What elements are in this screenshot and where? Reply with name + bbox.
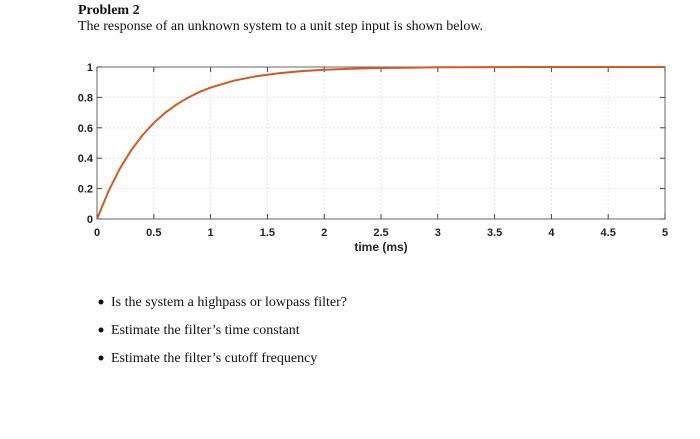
x-tick-label: 4.5 xyxy=(601,227,616,239)
y-tick-label: 0.6 xyxy=(78,123,93,135)
x-tick-label: 3 xyxy=(435,227,441,239)
problem-title: Problem 2 xyxy=(78,3,140,18)
x-tick-label: 2.5 xyxy=(373,227,388,239)
x-tick-label: 4 xyxy=(548,227,555,239)
x-tick-label: 0 xyxy=(94,227,100,239)
bullet-dot xyxy=(98,299,104,305)
data-line xyxy=(96,66,665,220)
x-tick-label: 5 xyxy=(662,227,668,239)
x-tick-label: 1 xyxy=(208,227,214,239)
x-axis-label: time (ms) xyxy=(354,240,407,254)
bullet-dot xyxy=(98,355,104,361)
y-tick-label: 0.2 xyxy=(78,184,93,196)
y-tick-label: 0.4 xyxy=(78,153,94,165)
y-tick-label: 1 xyxy=(87,62,93,74)
chart: 0 0.5 1 1.5 2 2.5 3 3.5 4 4.5 5 0 0.2 0.4 0.6 0.8 1 time … xyxy=(78,62,668,254)
bullet-text: Is the system a highpass or lowpass filt… xyxy=(111,295,347,310)
bullet-text: Estimate the filter’s time constant xyxy=(111,323,300,338)
problem-statement: The response of an unknown system to a u… xyxy=(78,19,483,34)
x-tick-label: 1.5 xyxy=(260,227,275,239)
x-tick-label: 0.5 xyxy=(146,227,161,239)
y-tick-label: 0 xyxy=(87,214,93,226)
x-tick-label: 3.5 xyxy=(487,227,502,239)
y-tick-label: 0.8 xyxy=(78,92,93,104)
bullet-text: Estimate the filter’s cutoff frequency xyxy=(111,351,317,366)
axes-box xyxy=(96,66,666,220)
bullet-dot xyxy=(98,327,104,333)
x-tick-label: 2 xyxy=(321,227,327,239)
